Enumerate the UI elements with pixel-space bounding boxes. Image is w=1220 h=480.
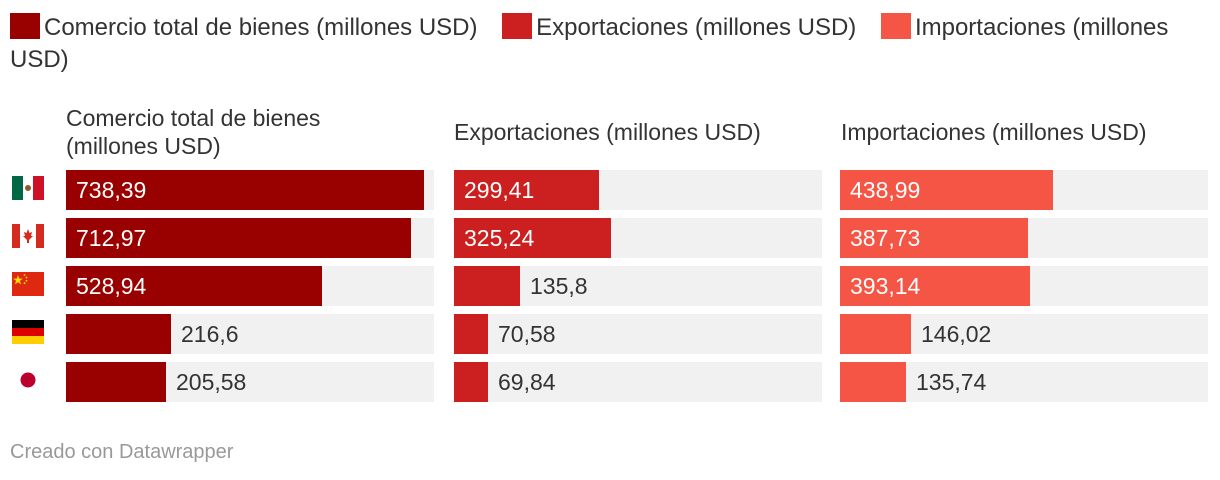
data-label-exports-2: 135,8 bbox=[530, 273, 588, 299]
legend-item-imports: Importaciones (millones USD) bbox=[10, 13, 1169, 73]
bar-imports-4 bbox=[840, 362, 906, 402]
bar-track-total-0: 738,39 bbox=[66, 170, 434, 210]
bar-total-0 bbox=[66, 170, 424, 210]
canada-flag-icon bbox=[12, 224, 44, 248]
bar-exports-0 bbox=[454, 170, 599, 210]
data-label-total-1: 712,97 bbox=[76, 225, 147, 251]
bar-imports-3 bbox=[840, 314, 911, 354]
legend-label-total: Comercio total de bienes (millones USD) bbox=[44, 14, 478, 41]
bar-track-imports-1: 387,73 bbox=[840, 218, 1208, 258]
data-label-exports-4: 69,84 bbox=[498, 369, 556, 395]
data-label-total-2: 528,94 bbox=[76, 273, 147, 299]
credit-text: Creado con Datawrapper bbox=[10, 441, 234, 463]
bar-imports-2 bbox=[840, 266, 1030, 306]
bar-track-total-3: 216,6 bbox=[66, 314, 434, 354]
bar-track-total-1: 712,97 bbox=[66, 218, 434, 258]
bar-track-exports-3: 70,58 bbox=[454, 314, 822, 354]
japan-flag-icon bbox=[12, 368, 44, 392]
data-label-total-4: 205,58 bbox=[176, 369, 247, 395]
data-label-exports-3: 70,58 bbox=[498, 321, 556, 347]
bar-imports-0 bbox=[840, 170, 1053, 210]
bar-track-exports-1: 325,24 bbox=[454, 218, 822, 258]
legend-item-exports: Exportaciones (millones USD) bbox=[502, 13, 857, 41]
data-label-total-0: 738,39 bbox=[76, 177, 147, 203]
bar-exports-3 bbox=[454, 314, 488, 354]
column-header-total: Comercio total de bienes (millones USD) bbox=[66, 105, 321, 159]
bar-track-imports-3: 146,02 bbox=[840, 314, 1208, 354]
bar-track-exports-2: 135,8 bbox=[454, 266, 822, 306]
bar-total-4 bbox=[66, 362, 166, 402]
column-header-imports: Importaciones (millones USD) bbox=[841, 119, 1147, 145]
legend-swatch-imports bbox=[880, 13, 911, 39]
legend-item-total: Comercio total de bienes (millones USD) bbox=[10, 13, 478, 41]
bar-total-3 bbox=[66, 314, 171, 354]
germany-flag-icon bbox=[12, 320, 44, 344]
data-label-imports-2: 393,14 bbox=[850, 273, 921, 299]
data-label-exports-1: 325,24 bbox=[464, 225, 535, 251]
data-label-imports-4: 135,74 bbox=[916, 369, 987, 395]
legend: Comercio total de bienes (millones USD) … bbox=[10, 12, 1190, 76]
data-label-total-3: 216,6 bbox=[181, 321, 239, 347]
bar-track-total-4: 205,58 bbox=[66, 362, 434, 402]
legend-label-imports: Importaciones (millones USD) bbox=[10, 14, 1169, 73]
bar-exports-2 bbox=[454, 266, 520, 306]
bar-total-1 bbox=[66, 218, 411, 258]
data-label-imports-3: 146,02 bbox=[921, 321, 992, 347]
legend-label-exports: Exportaciones (millones USD) bbox=[536, 14, 857, 41]
column-header-exports: Exportaciones (millones USD) bbox=[454, 119, 761, 145]
bar-exports-1 bbox=[454, 218, 611, 258]
bar-track-total-2: 528,94 bbox=[66, 266, 434, 306]
bar-total-2 bbox=[66, 266, 322, 306]
data-label-exports-0: 299,41 bbox=[464, 177, 535, 203]
legend-swatch-exports bbox=[502, 13, 533, 39]
bar-track-imports-4: 135,74 bbox=[840, 362, 1208, 402]
bar-track-exports-4: 69,84 bbox=[454, 362, 822, 402]
bar-exports-4 bbox=[454, 362, 488, 402]
legend-swatch-total bbox=[10, 13, 40, 39]
bar-track-imports-2: 393,14 bbox=[840, 266, 1208, 306]
china-flag-icon bbox=[12, 272, 44, 296]
bar-track-exports-0: 299,41 bbox=[454, 170, 822, 210]
data-label-imports-0: 438,99 bbox=[850, 177, 921, 203]
mexico-flag-icon bbox=[12, 176, 44, 200]
data-label-imports-1: 387,73 bbox=[850, 225, 921, 251]
bar-track-imports-0: 438,99 bbox=[840, 170, 1208, 210]
bar-imports-1 bbox=[840, 218, 1028, 258]
